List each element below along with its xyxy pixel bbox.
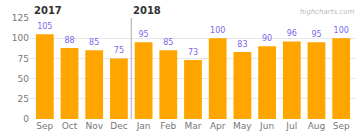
svg-text:105: 105: [37, 22, 52, 31]
svg-text:100: 100: [12, 33, 29, 43]
svg-text:highcharts.com: highcharts.com: [300, 8, 354, 16]
svg-text:88: 88: [64, 36, 74, 45]
svg-text:Apr: Apr: [210, 121, 226, 131]
svg-text:96: 96: [287, 29, 297, 38]
svg-text:100: 100: [334, 26, 349, 35]
svg-text:100: 100: [210, 26, 225, 35]
svg-text:73: 73: [188, 48, 198, 57]
svg-text:95: 95: [311, 30, 321, 39]
svg-text:50: 50: [18, 74, 30, 84]
svg-text:Sep: Sep: [333, 121, 350, 131]
svg-text:2018: 2018: [133, 5, 161, 16]
svg-text:Jul: Jul: [285, 121, 297, 131]
svg-text:Jun: Jun: [259, 121, 274, 131]
svg-text:Aug: Aug: [308, 121, 326, 131]
svg-text:Feb: Feb: [160, 121, 176, 131]
svg-text:Jan: Jan: [136, 121, 151, 131]
svg-text:95: 95: [139, 30, 149, 39]
svg-text:125: 125: [12, 13, 29, 23]
svg-text:Sep: Sep: [36, 121, 53, 131]
svg-text:Mar: Mar: [185, 121, 202, 131]
svg-text:83: 83: [237, 40, 247, 49]
svg-text:2017: 2017: [34, 5, 62, 16]
svg-text:May: May: [233, 121, 252, 131]
svg-text:85: 85: [89, 38, 99, 47]
svg-text:75: 75: [114, 46, 124, 55]
svg-text:85: 85: [163, 38, 173, 47]
svg-text:25: 25: [18, 94, 29, 104]
svg-text:Nov: Nov: [85, 121, 103, 131]
svg-text:75: 75: [18, 54, 29, 64]
svg-text:Oct: Oct: [62, 121, 78, 131]
svg-text:90: 90: [262, 34, 272, 43]
svg-text:0: 0: [23, 114, 29, 124]
svg-text:Dec: Dec: [110, 121, 127, 131]
